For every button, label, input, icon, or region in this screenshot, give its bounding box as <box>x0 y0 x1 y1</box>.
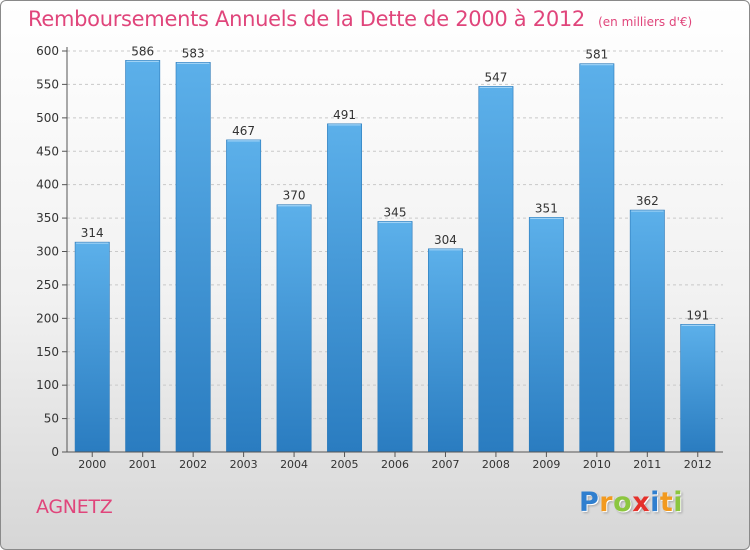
bar <box>276 204 312 453</box>
x-tick-label: 2001 <box>129 458 157 471</box>
data-label: 304 <box>434 233 457 247</box>
logo-letter: P <box>579 487 600 518</box>
data-label: 491 <box>333 108 356 122</box>
bar <box>629 209 665 453</box>
bar <box>125 60 161 453</box>
proxiti-logo: Proxiti <box>579 487 683 518</box>
data-label: 351 <box>535 201 558 215</box>
y-tick-label: 450 <box>36 144 59 158</box>
bar <box>327 123 362 453</box>
data-label: 362 <box>636 194 659 208</box>
commune-name: AGNETZ <box>36 496 113 518</box>
y-tick-label: 600 <box>36 44 59 58</box>
bar <box>478 86 514 453</box>
x-tick-label: 2012 <box>684 458 712 471</box>
bar <box>428 248 463 453</box>
logo-letter: r <box>599 487 614 518</box>
x-tick-label: 2010 <box>583 458 611 471</box>
y-tick-label: 50 <box>44 412 59 426</box>
y-tick-label: 300 <box>36 245 59 259</box>
data-label: 345 <box>384 205 407 219</box>
axes: 0 50 100 150 200 250 300 350 400 450 500 550 600 2000… <box>36 44 723 471</box>
data-label: 586 <box>131 44 154 58</box>
data-labels: 314 586 583 467 370 491 345 304 547 351 581 362 191 <box>81 44 709 322</box>
bar <box>74 241 110 453</box>
bar <box>377 221 413 453</box>
chart-unit-note: (en milliers d'€) <box>598 15 693 29</box>
x-tick-label: 2003 <box>230 458 258 471</box>
bar <box>579 63 615 453</box>
data-label: 581 <box>585 48 608 62</box>
x-tick-label: 2011 <box>633 458 661 471</box>
logo-letter: o <box>613 487 633 518</box>
y-tick-label: 100 <box>36 378 59 392</box>
logo-letter: t <box>659 487 674 518</box>
data-label: 467 <box>232 124 255 138</box>
x-tick-label: 2007 <box>431 458 459 471</box>
x-tick-label: 2000 <box>78 458 106 471</box>
logo-letter: i <box>650 487 660 518</box>
x-tick-label: 2002 <box>179 458 207 471</box>
y-tick-label: 200 <box>36 311 59 325</box>
bar <box>680 324 716 453</box>
y-tick-label: 550 <box>36 77 59 91</box>
bar <box>175 62 211 453</box>
chart-title: Remboursements Annuels de la Dette de 20… <box>28 7 585 31</box>
x-tick-label: 2004 <box>280 458 308 471</box>
y-tick-label: 400 <box>36 178 59 192</box>
y-tick-label: 0 <box>51 445 59 459</box>
data-label: 370 <box>283 189 306 203</box>
data-label: 547 <box>484 70 507 84</box>
y-tick-label: 150 <box>36 345 59 359</box>
data-label: 191 <box>686 308 709 322</box>
bar <box>528 217 564 453</box>
x-tick-label: 2006 <box>381 458 409 471</box>
data-label: 583 <box>182 46 205 60</box>
data-label: 314 <box>81 226 104 240</box>
y-tick-label: 250 <box>36 278 59 292</box>
x-tick-label: 2008 <box>482 458 510 471</box>
y-tick-label: 350 <box>36 211 59 225</box>
bar <box>226 139 262 453</box>
bars <box>74 60 716 453</box>
logo-letter: x <box>632 487 651 518</box>
x-tick-label: 2009 <box>532 458 560 471</box>
title-row: Remboursements Annuels de la Dette de 20… <box>28 7 692 31</box>
logo-letter: i <box>673 487 684 518</box>
y-tick-label: 500 <box>36 111 59 125</box>
x-tick-label: 2005 <box>331 458 359 471</box>
